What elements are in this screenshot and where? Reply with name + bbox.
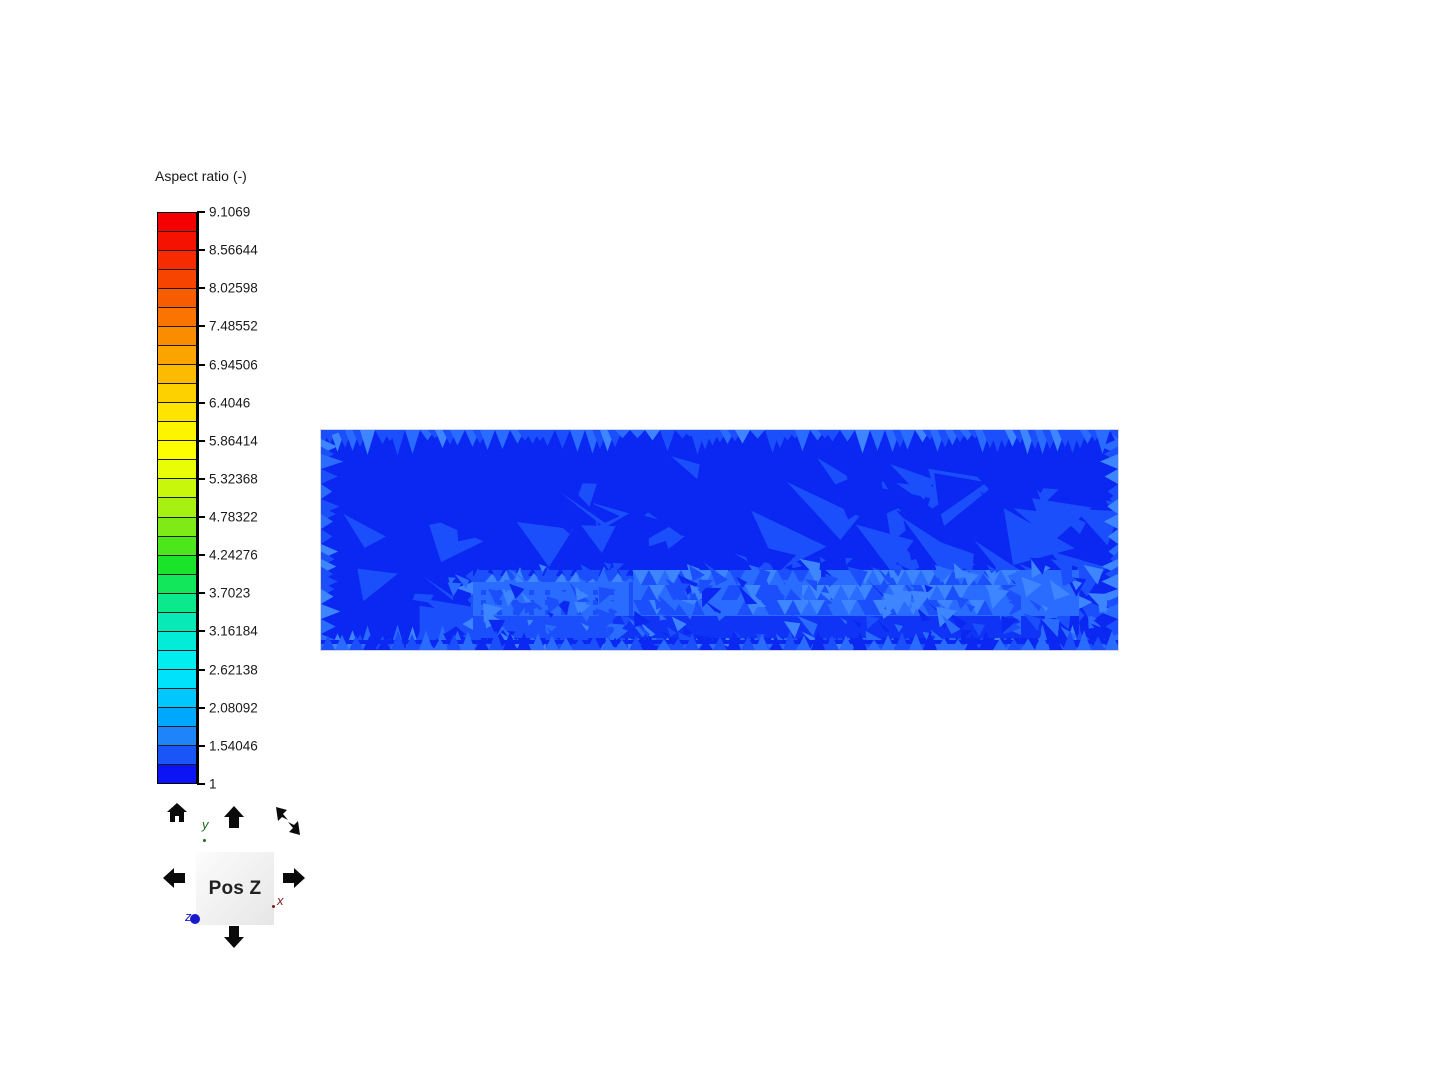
arrow-up-icon[interactable] <box>223 805 245 829</box>
colorbar-tick-label: 2.08092 <box>209 700 258 716</box>
colorbar-tick-label: 4.24276 <box>209 547 258 563</box>
colorbar-tick-label: 1.54046 <box>209 738 258 754</box>
colorbar-tick <box>197 744 205 747</box>
colorbar-band <box>158 555 196 575</box>
colorbar-band <box>158 707 196 727</box>
colorbar-band <box>158 764 196 783</box>
colorbar-band <box>158 669 196 689</box>
rotate-icon[interactable] <box>273 805 303 837</box>
colorbar-band <box>158 593 196 613</box>
colorbar-band <box>158 308 196 328</box>
colorbar-band <box>158 498 196 518</box>
colorbar-band <box>158 422 196 442</box>
colorbar-tick-label: 9.1069 <box>209 204 251 220</box>
colorbar-band <box>158 213 196 233</box>
colorbar-band <box>158 460 196 480</box>
colorbar-tick-label: 7.48552 <box>209 318 258 334</box>
colorbar-tick-label: 5.32368 <box>209 471 258 487</box>
colorbar-tick-label: 6.4046 <box>209 395 251 411</box>
axis-dot-x <box>272 905 275 908</box>
colorbar-tick <box>197 592 205 595</box>
colorbar-band <box>158 384 196 404</box>
colorbar-band <box>158 270 196 290</box>
colorbar-tick <box>197 439 205 442</box>
axis-label-y: y <box>202 817 209 832</box>
colorbar-bands <box>157 212 197 784</box>
colorbar-tick-label: 8.02598 <box>209 280 258 296</box>
arrow-down-icon[interactable] <box>223 925 245 949</box>
colorbar-band <box>158 631 196 651</box>
colorbar-tick-label: 8.56644 <box>209 242 258 258</box>
legend-panel: Aspect ratio (-) 9.1069 8.56644 8.02598 7.4… <box>155 168 415 792</box>
colorbar-tick <box>197 287 205 290</box>
colorbar-band <box>158 251 196 271</box>
colorbar-tick <box>197 668 205 671</box>
colorbar-band <box>158 289 196 309</box>
axis-dot-z <box>190 914 200 924</box>
colorbar-band <box>158 346 196 366</box>
colorbar-band <box>158 517 196 537</box>
arrow-right-icon[interactable] <box>282 867 306 889</box>
mesh-cross-section[interactable] <box>321 430 1118 650</box>
colorbar-tick <box>197 783 205 785</box>
colorbar-band <box>158 612 196 632</box>
axis-label-z: z <box>185 909 192 924</box>
colorbar-band <box>158 745 196 765</box>
colorbar-tick-label: 5.86414 <box>209 433 258 449</box>
colorbar-tick <box>197 363 205 366</box>
colorbar-band <box>158 403 196 423</box>
home-icon[interactable] <box>165 801 189 825</box>
axis-label-x: x <box>277 893 284 908</box>
colorbar-band <box>158 726 196 746</box>
colorbar-tick <box>197 211 205 213</box>
navigation-cube[interactable]: Pos Z y x z <box>155 795 320 960</box>
legend-title: Aspect ratio (-) <box>155 168 247 184</box>
colorbar-tick <box>197 516 205 519</box>
colorbar-tick-label: 3.16184 <box>209 623 258 639</box>
colorbar-tick-label: 3.7023 <box>209 585 251 601</box>
colorbar-band <box>158 327 196 347</box>
colorbar-tick <box>197 554 205 557</box>
colorbar: 9.1069 8.56644 8.02598 7.48552 6.94506 6.4046… <box>157 205 258 792</box>
colorbar-band <box>158 574 196 594</box>
colorbar-band <box>158 365 196 385</box>
nav-face-label: Pos Z <box>208 877 262 899</box>
colorbar-band <box>158 441 196 461</box>
colorbar-band <box>158 688 196 708</box>
nav-face-pos-z[interactable]: Pos Z <box>196 852 274 925</box>
colorbar-tick <box>197 477 205 480</box>
colorbar-tick <box>197 401 205 404</box>
mesh-triangulation <box>321 430 1118 650</box>
colorbar-axis-line <box>197 211 199 785</box>
colorbar-band <box>158 479 196 499</box>
arrow-left-icon[interactable] <box>162 867 186 889</box>
colorbar-band <box>158 650 196 670</box>
colorbar-tick <box>197 706 205 709</box>
colorbar-tick-label: 6.94506 <box>209 357 258 373</box>
colorbar-tick <box>197 249 205 252</box>
colorbar-band <box>158 232 196 252</box>
colorbar-tick-label: 1 <box>209 776 217 792</box>
colorbar-band <box>158 536 196 556</box>
colorbar-tick <box>197 325 205 328</box>
colorbar-tick <box>197 630 205 633</box>
axis-dot-y <box>203 839 206 842</box>
colorbar-tick-label: 2.62138 <box>209 662 258 678</box>
colorbar-tick-label: 4.78322 <box>209 509 258 525</box>
